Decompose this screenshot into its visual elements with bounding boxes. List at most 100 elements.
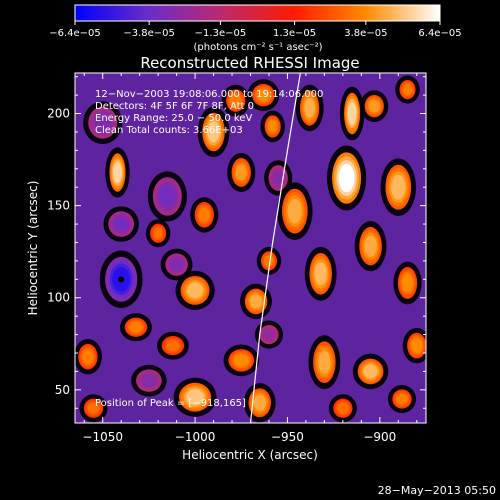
heatmap-blob bbox=[156, 331, 189, 360]
blob-contour bbox=[253, 394, 266, 411]
solar-limb-curve bbox=[249, 73, 301, 423]
blob-contour bbox=[94, 113, 111, 132]
blob-contour bbox=[234, 354, 249, 367]
heatmap-blob bbox=[308, 335, 341, 390]
blob-contour bbox=[391, 174, 406, 200]
heatmap-blob bbox=[277, 182, 313, 240]
blob-contour bbox=[363, 364, 378, 379]
x-axis-ticks: −1050 −1000 −950 −900 bbox=[82, 73, 418, 444]
blob-contour bbox=[159, 185, 176, 208]
heatmap-blob bbox=[380, 158, 417, 216]
blob-contour bbox=[166, 340, 180, 351]
x-axis-title: Heliocentric X (arcsec) bbox=[182, 448, 318, 462]
heatmap-blob bbox=[264, 160, 293, 196]
blob-contour bbox=[338, 163, 355, 193]
heatmap-blob bbox=[260, 110, 285, 143]
peak-label: Position of Peak = [−918,165] bbox=[95, 398, 246, 409]
blob-contour bbox=[347, 102, 357, 126]
blob-contour bbox=[314, 262, 327, 286]
colorbar-tick-label: 3.8e−05 bbox=[344, 28, 387, 39]
heatmap-blob bbox=[295, 84, 324, 132]
heatmap-blob bbox=[145, 219, 171, 248]
blob-contour bbox=[337, 402, 349, 414]
heatmap-blob bbox=[197, 106, 230, 158]
info-line: Detectors: 4F 5F 6F 7F 8F, Att 0 bbox=[95, 101, 254, 112]
colorbar-tick-label: 6.4e−05 bbox=[418, 28, 461, 39]
blob-contour bbox=[186, 389, 204, 406]
colorbar-tick-label: −3.8e−05 bbox=[123, 28, 175, 39]
colorbar-ticks: −6.4e−05 −3.8e−05 −1.3e−05 1.3e−05 3.8e−05 6.… bbox=[49, 21, 462, 39]
info-annotations: 12−Nov−2003 19:08:06.000 to 19:14:06.000… bbox=[95, 89, 323, 136]
blob-contour bbox=[268, 120, 278, 133]
heatmap-blob bbox=[254, 320, 284, 349]
heatmap-blob bbox=[79, 394, 108, 423]
heatmap-blob bbox=[256, 246, 282, 275]
blob-contour bbox=[368, 99, 380, 113]
blob-contour bbox=[88, 402, 99, 414]
heatmap-blob bbox=[354, 221, 387, 272]
heatmap-blob bbox=[304, 246, 337, 301]
blob-contour bbox=[264, 255, 274, 267]
blob-contour bbox=[113, 161, 122, 184]
heatmap-blob bbox=[83, 101, 123, 145]
blob-contour bbox=[318, 350, 331, 374]
colorbar-tick-label: −1.3e−05 bbox=[195, 28, 247, 39]
heatmap-blob bbox=[402, 327, 426, 364]
blob-contour bbox=[411, 338, 423, 353]
blob-contour bbox=[153, 227, 163, 239]
colorbar-tick-label: 1.3e−05 bbox=[273, 28, 316, 39]
colorbar bbox=[74, 4, 441, 22]
blob-contour bbox=[198, 207, 210, 222]
heatmap-blob bbox=[387, 385, 417, 414]
timestamp: 28−May−2013 05:50 bbox=[378, 484, 496, 497]
y-axis-ticks: 50 100 150 200 bbox=[47, 76, 426, 409]
heatmap-blob bbox=[75, 338, 103, 375]
colorbar-units: (photons cm⁻² s⁻¹ asec⁻²) bbox=[193, 42, 322, 53]
heatmap-blob bbox=[147, 171, 187, 222]
blob-contour bbox=[272, 170, 284, 186]
blob-contour bbox=[82, 349, 94, 364]
heatmap-blob bbox=[190, 197, 219, 233]
blob-contour bbox=[396, 393, 408, 405]
blob-contour bbox=[287, 198, 302, 224]
blob-contour bbox=[403, 84, 412, 95]
blob-contour bbox=[364, 235, 377, 257]
blob-contour bbox=[114, 216, 129, 232]
heatmap-blob bbox=[221, 84, 250, 117]
heatmap-blob bbox=[103, 206, 139, 242]
x-tick-label: −1050 bbox=[82, 430, 123, 444]
x-tick-label: −950 bbox=[271, 430, 304, 444]
heatmap-blob bbox=[120, 313, 152, 342]
blob-contour bbox=[304, 98, 315, 118]
blob-contour bbox=[402, 274, 413, 292]
y-axis-title: Heliocentric Y (arcsec) bbox=[26, 181, 40, 316]
info-line: 12−Nov−2003 19:08:06.000 to 19:14:06.000 bbox=[95, 89, 323, 100]
minimum-dot bbox=[118, 276, 125, 283]
heatmap-blob bbox=[175, 270, 215, 310]
heatmap-blob bbox=[339, 86, 365, 141]
blob-contour bbox=[207, 121, 220, 143]
heatmap bbox=[75, 75, 426, 423]
info-line: Clean Total counts: 3.66E+03 bbox=[95, 125, 243, 136]
blob-contour bbox=[235, 164, 247, 181]
heatmap-blob bbox=[395, 75, 420, 104]
colorbar-tick-label: −6.4e−05 bbox=[49, 28, 101, 39]
heatmap-blob bbox=[240, 283, 272, 320]
heatmap-blob bbox=[352, 353, 389, 390]
chart-title: Reconstructed RHESSI Image bbox=[140, 54, 359, 72]
heatmap-blob bbox=[223, 344, 260, 377]
heatmap-blob bbox=[227, 152, 256, 193]
x-tick-label: −900 bbox=[363, 430, 396, 444]
x-tick-label: −1000 bbox=[175, 430, 216, 444]
heatmap-blob bbox=[360, 90, 389, 123]
y-tick-label: 200 bbox=[47, 107, 70, 121]
blob-contour bbox=[257, 88, 270, 102]
heatmap-blob bbox=[105, 147, 130, 198]
heatmap-blob bbox=[131, 364, 167, 397]
heatmap-blob bbox=[160, 248, 193, 281]
blob-contour bbox=[230, 94, 242, 107]
heatmap-blob bbox=[247, 79, 280, 111]
blob-contour bbox=[187, 282, 204, 299]
blob-contour bbox=[141, 374, 156, 387]
blob-contour bbox=[263, 329, 275, 340]
